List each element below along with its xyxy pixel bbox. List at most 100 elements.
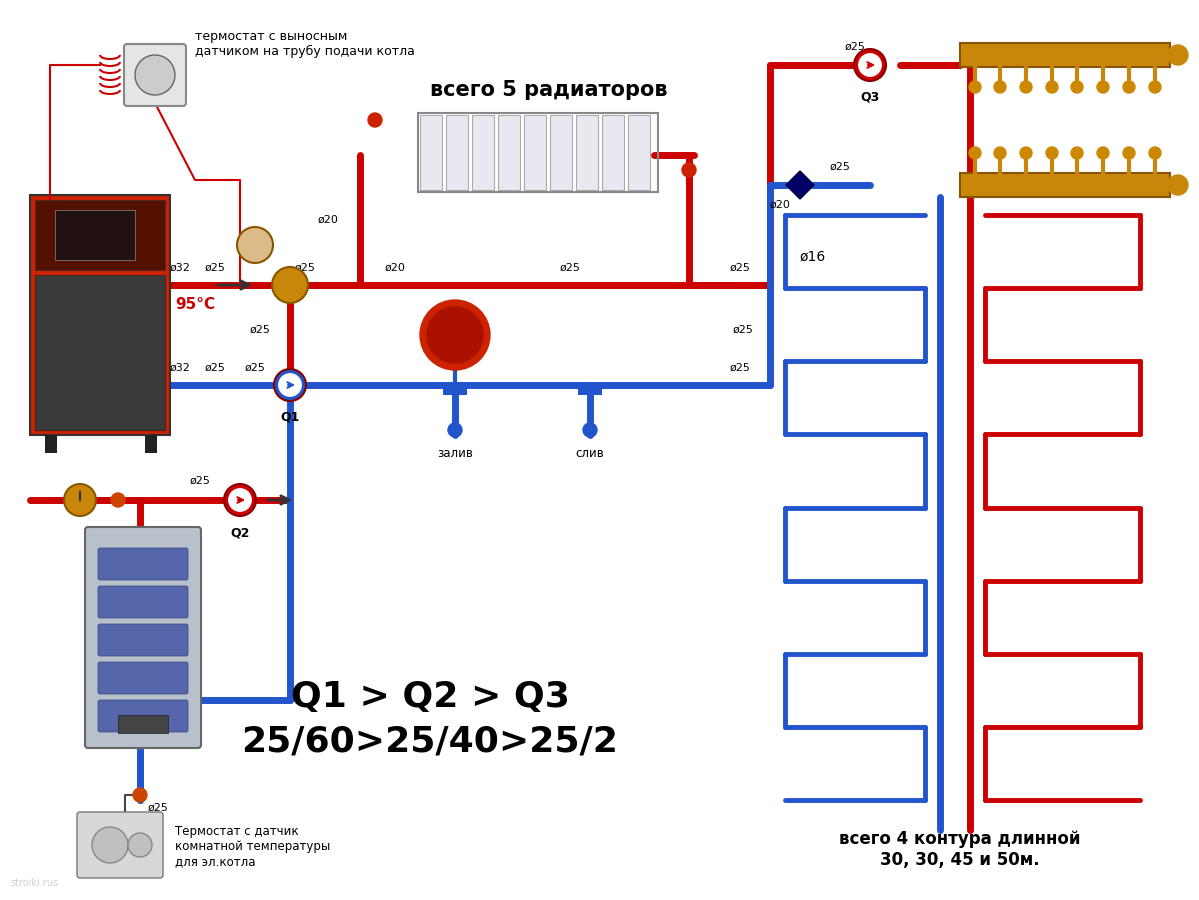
Text: ø25: ø25 [147, 803, 169, 813]
Text: Q1 > Q2 > Q3
25/60>25/40>25/2: Q1 > Q2 > Q3 25/60>25/40>25/2 [241, 680, 619, 759]
Bar [35, 275, 165, 430]
Text: 95°С: 95°С [175, 297, 215, 312]
Circle shape [275, 369, 306, 401]
Circle shape [1071, 81, 1083, 93]
Circle shape [583, 423, 597, 437]
Circle shape [368, 113, 382, 127]
Bar [55, 210, 135, 260]
Bar [602, 115, 623, 190]
Text: ø25: ø25 [733, 325, 753, 335]
Circle shape [1097, 147, 1109, 159]
Circle shape [1020, 81, 1032, 93]
FancyBboxPatch shape [85, 527, 201, 748]
Circle shape [1123, 147, 1135, 159]
Text: ø25: ø25 [245, 363, 266, 373]
Circle shape [1046, 81, 1058, 93]
Circle shape [224, 484, 257, 516]
Polygon shape [787, 171, 814, 199]
Circle shape [858, 54, 881, 76]
Circle shape [229, 489, 252, 511]
FancyBboxPatch shape [98, 624, 188, 656]
Text: термостат с выносным
датчиком на трубу подачи котла: термостат с выносным датчиком на трубу п… [195, 30, 415, 58]
Circle shape [112, 493, 125, 507]
Bar [446, 115, 468, 190]
Text: ø25: ø25 [205, 363, 225, 373]
Text: Q1: Q1 [281, 411, 300, 424]
Bar [442, 387, 466, 395]
FancyBboxPatch shape [77, 812, 163, 878]
Circle shape [994, 147, 1006, 159]
Text: ø25: ø25 [189, 476, 211, 486]
Text: ø25: ø25 [445, 361, 465, 371]
Circle shape [128, 833, 152, 857]
Circle shape [237, 227, 273, 263]
Circle shape [448, 423, 462, 437]
Circle shape [1046, 147, 1058, 159]
Bar [46, 435, 58, 453]
Text: ø25: ø25 [729, 363, 751, 373]
Circle shape [420, 300, 490, 370]
Bar [498, 115, 520, 190]
Circle shape [133, 788, 147, 802]
Circle shape [427, 307, 483, 363]
Text: всего 4 контура длинной
30, 30, 45 и 50м.: всего 4 контура длинной 30, 30, 45 и 50м… [839, 830, 1080, 868]
Bar [524, 115, 546, 190]
Text: stroiki.rus: stroiki.rus [10, 878, 58, 888]
Text: ø25: ø25 [560, 263, 580, 273]
Circle shape [1123, 81, 1135, 93]
Text: ø32: ø32 [170, 363, 191, 373]
Circle shape [92, 827, 128, 863]
Bar [35, 200, 165, 270]
Bar [418, 113, 658, 192]
Bar [30, 195, 170, 435]
Bar [472, 115, 494, 190]
Text: Q3: Q3 [861, 91, 880, 104]
FancyBboxPatch shape [98, 662, 188, 694]
Circle shape [969, 81, 981, 93]
Text: ø25: ø25 [729, 263, 751, 273]
Circle shape [1168, 45, 1188, 65]
Text: всего 5 радиаторов: всего 5 радиаторов [430, 80, 668, 100]
Text: ø20: ø20 [385, 263, 406, 273]
Text: Термостат с датчик
комнатной температуры
для эл.котла: Термостат с датчик комнатной температуры… [175, 825, 330, 868]
Text: ø32: ø32 [170, 263, 191, 273]
Text: ø20: ø20 [317, 215, 338, 225]
Circle shape [1071, 147, 1083, 159]
FancyBboxPatch shape [98, 586, 188, 618]
Bar [578, 387, 602, 395]
Circle shape [1020, 147, 1032, 159]
Text: ø25: ø25 [249, 325, 270, 335]
Text: ø25: ø25 [295, 263, 315, 273]
FancyBboxPatch shape [123, 44, 186, 106]
Text: ø16: ø16 [800, 250, 826, 264]
Bar [550, 115, 572, 190]
Circle shape [1168, 175, 1188, 195]
Circle shape [1149, 147, 1161, 159]
Text: ø25: ø25 [830, 162, 850, 172]
Circle shape [279, 374, 301, 396]
Circle shape [64, 484, 96, 516]
Bar [576, 115, 598, 190]
Bar [628, 115, 650, 190]
Bar [118, 715, 168, 733]
Bar [145, 435, 157, 453]
Circle shape [1097, 81, 1109, 93]
Bar [960, 43, 1170, 67]
Text: ø25: ø25 [845, 42, 866, 52]
Circle shape [854, 49, 886, 81]
Circle shape [135, 55, 175, 95]
Circle shape [969, 147, 981, 159]
FancyBboxPatch shape [98, 548, 188, 580]
Text: залив: залив [438, 447, 472, 460]
Text: ø20: ø20 [770, 200, 790, 210]
FancyBboxPatch shape [98, 700, 188, 732]
Bar [960, 173, 1170, 197]
Text: слив: слив [576, 447, 604, 460]
Text: ø25: ø25 [205, 263, 225, 273]
Circle shape [272, 267, 308, 303]
Text: Q2: Q2 [230, 526, 249, 539]
Circle shape [994, 81, 1006, 93]
Circle shape [1149, 81, 1161, 93]
Circle shape [682, 163, 695, 177]
Bar [420, 115, 442, 190]
